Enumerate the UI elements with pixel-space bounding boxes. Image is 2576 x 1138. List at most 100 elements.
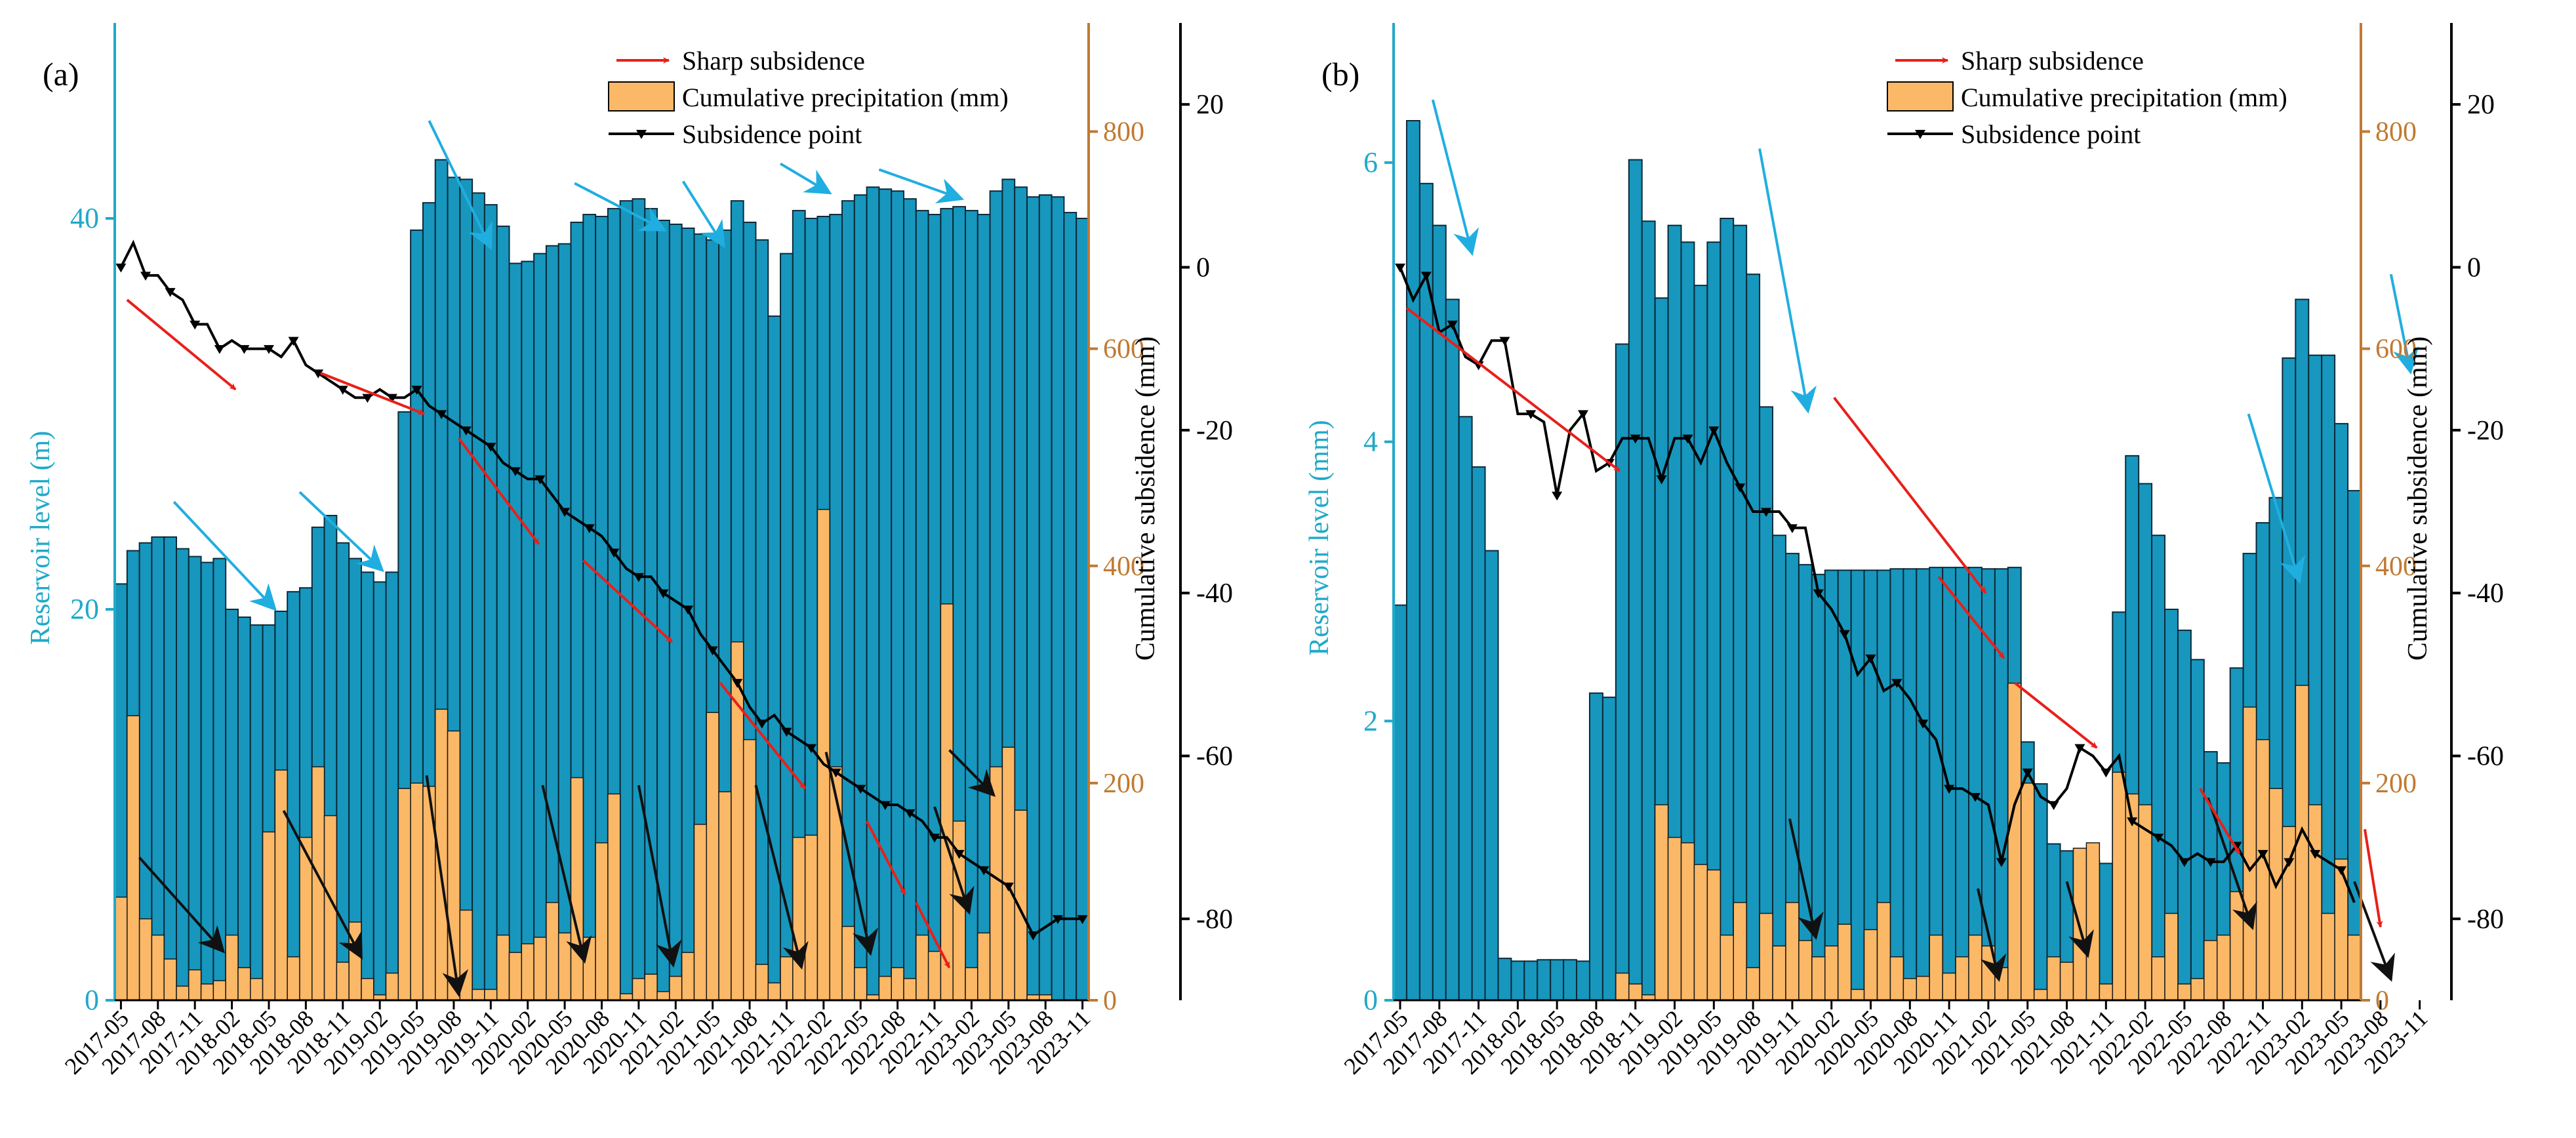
precip-bar bbox=[2085, 842, 2101, 1001]
red-arrow bbox=[719, 681, 807, 790]
subsidence-point bbox=[2179, 858, 2190, 867]
precip-axis-tick-label: 0 bbox=[1103, 986, 1117, 1016]
x-axis-ticks: 2017-052017-082017-112018-022018-052018-… bbox=[1338, 1000, 2432, 1080]
subsidence-point bbox=[1761, 508, 1772, 517]
subsidence-point bbox=[534, 475, 546, 485]
precip-bar bbox=[1628, 983, 1643, 1001]
reservoir-bar bbox=[1588, 692, 1603, 1001]
reservoir-bar bbox=[668, 223, 683, 1002]
precip-bar bbox=[336, 962, 350, 1001]
reservoir-bar bbox=[1733, 224, 1748, 1002]
subsidence-point bbox=[732, 679, 743, 688]
reservoir-bar bbox=[1550, 959, 1565, 1002]
subsidence-point bbox=[584, 524, 595, 533]
blue-arrow bbox=[878, 168, 965, 204]
reservoir-bar bbox=[175, 548, 190, 1001]
reservoir-bar bbox=[927, 214, 942, 1001]
subsidence-point bbox=[1944, 784, 1955, 794]
subsidence-point bbox=[954, 849, 965, 859]
precip-bar bbox=[2321, 912, 2335, 1001]
right-axis-title: Cumulative subsidence (mm) bbox=[1131, 336, 1161, 661]
reservoir-bar bbox=[965, 210, 978, 1002]
red-arrow bbox=[915, 902, 951, 969]
subsidence-point bbox=[683, 605, 694, 615]
precip-bar bbox=[521, 943, 534, 1001]
subsidence-axis-tick-label: -60 bbox=[1196, 742, 1233, 772]
left-axis-title: Reservoir level (mm) bbox=[1304, 420, 1335, 655]
subsidence-axis-tick-label: -80 bbox=[2467, 904, 2504, 935]
reservoir-bar bbox=[1076, 218, 1089, 1001]
subsidence-point bbox=[214, 345, 225, 354]
precip-bar bbox=[607, 793, 621, 1001]
precip-bar bbox=[632, 978, 646, 1001]
precip-bar bbox=[718, 791, 732, 1001]
subsidence-point bbox=[904, 809, 916, 819]
panel-label: (a) bbox=[43, 56, 79, 92]
subsidence-point bbox=[2284, 858, 2295, 867]
left-axis-tick-label: 4 bbox=[1363, 426, 1378, 458]
precip-bar bbox=[138, 918, 153, 1001]
reservoir-bar bbox=[188, 556, 202, 1001]
reservoir-bar bbox=[853, 194, 868, 1001]
precip-bar bbox=[1667, 836, 1682, 1001]
right-axis-title: Cumulative subsidence (mm) bbox=[2403, 336, 2433, 661]
precip-bar bbox=[410, 782, 424, 1001]
reservoir-bar bbox=[1026, 196, 1040, 1002]
precip-bar bbox=[755, 964, 769, 1001]
precip-bar bbox=[706, 712, 719, 1001]
left-axis-tick-label: 0 bbox=[85, 984, 99, 1016]
precip-bar bbox=[2347, 934, 2362, 1001]
precip-bar bbox=[1929, 934, 1943, 1001]
legend-entry-precipitation: Cumulative precipitation (mm) bbox=[1961, 83, 2287, 112]
blue-arrow bbox=[428, 120, 493, 251]
subsidence-point bbox=[1813, 589, 1824, 599]
subsidence-axis-tick-label: 20 bbox=[1196, 90, 1224, 120]
reservoir-bar bbox=[1510, 960, 1525, 1002]
precip-bar bbox=[127, 715, 140, 1001]
subsidence-point bbox=[386, 394, 397, 403]
precip-axis-tick-label: 0 bbox=[2375, 986, 2389, 1016]
reservoir-bar bbox=[2190, 659, 2205, 1001]
subsidence-point bbox=[559, 508, 571, 517]
subsidence-point bbox=[2048, 801, 2059, 810]
reservoir-bar bbox=[1038, 194, 1053, 1001]
subsidence-point bbox=[1891, 679, 1902, 688]
reservoir-bar bbox=[1471, 466, 1486, 1001]
subsidence-series bbox=[1394, 263, 2356, 903]
precip-bar bbox=[1706, 869, 1721, 1001]
red-arrow bbox=[582, 559, 673, 643]
reservoir-bar bbox=[459, 178, 473, 1001]
reservoir-bar bbox=[249, 624, 264, 1001]
precip-bar bbox=[557, 932, 572, 1001]
precip-bar bbox=[681, 952, 695, 1001]
reservoir-bar bbox=[1628, 159, 1643, 1002]
reservoir-bar bbox=[521, 260, 535, 1001]
precip-bar bbox=[767, 982, 781, 1001]
subsidence-point bbox=[806, 744, 817, 754]
black-arrow bbox=[824, 752, 879, 956]
red-arrow bbox=[1405, 306, 1621, 472]
precip-bar bbox=[1615, 972, 1630, 1001]
precip-bar bbox=[1824, 945, 1839, 1001]
subsidence-point bbox=[1003, 882, 1014, 892]
reservoir-bar bbox=[1641, 220, 1656, 1001]
reservoir-bar bbox=[2099, 863, 2114, 1002]
x-axis-ticks: 2017-052017-082017-112018-022018-052018-… bbox=[60, 1000, 1095, 1080]
subsidence-point bbox=[1656, 475, 1667, 485]
blue-arrow bbox=[780, 162, 832, 195]
precip-bar bbox=[582, 937, 596, 1001]
left-axis-tick-label: 40 bbox=[70, 202, 99, 234]
left-axis-tick-label: 0 bbox=[1363, 984, 1378, 1016]
precip-bar bbox=[151, 934, 165, 1001]
precip-axis-tick-label: 800 bbox=[1103, 117, 1144, 148]
subsidence-point bbox=[460, 426, 472, 436]
subsidence-point bbox=[879, 801, 891, 810]
reservoir-bar bbox=[1537, 959, 1552, 1002]
precip-bar bbox=[287, 956, 300, 1001]
precip-axis-tick-label: 600 bbox=[2375, 335, 2417, 365]
precip-bar bbox=[163, 958, 177, 1001]
reservoir-bar bbox=[1063, 212, 1077, 1001]
reservoir-bar bbox=[1051, 196, 1065, 1002]
reservoir-bar bbox=[2177, 629, 2192, 1001]
